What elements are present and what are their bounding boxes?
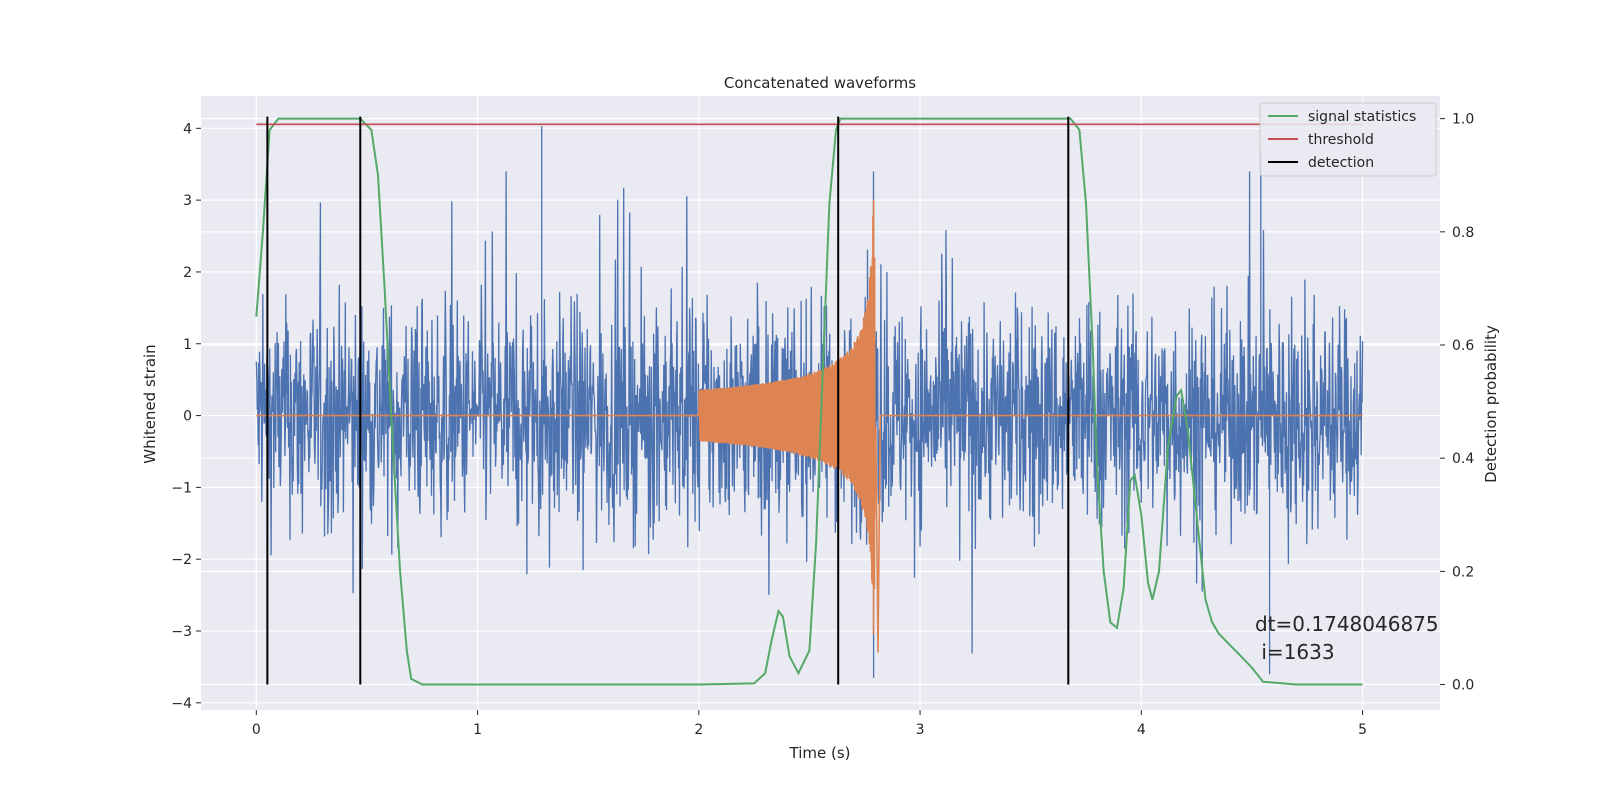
y-tick-label-right: 0.8: [1452, 225, 1474, 241]
signal-statistics-line: [255, 117, 1363, 686]
annotation-line: i=1633: [1255, 640, 1335, 664]
y-tick-label-left: 1: [183, 337, 192, 353]
template-line: [256, 199, 1363, 653]
y-tick-label-left: 4: [183, 121, 192, 137]
y-tick-label-left: 2: [183, 265, 192, 281]
legend-label-signal-statistics: signal statistics: [1308, 109, 1416, 125]
y-tick-label-right: 0.6: [1452, 338, 1474, 354]
y-tick-label-right: 0.2: [1452, 564, 1474, 580]
y-tick-label-right: 0.4: [1452, 451, 1474, 467]
y-tick-label-left: 0: [183, 409, 192, 425]
legend: signal statistics threshold detection: [1259, 102, 1437, 177]
template-series: [256, 199, 1363, 653]
y-axis-label-right: Detection probability: [1482, 325, 1500, 483]
x-tick-label: 0: [252, 722, 261, 738]
y-tick-label-right: 0.0: [1452, 678, 1474, 694]
y-tick-label-left: −1: [171, 480, 192, 496]
signal-statistics-series: [255, 117, 1363, 686]
x-tick-label: 5: [1358, 722, 1367, 738]
legend-label-threshold: threshold: [1308, 132, 1374, 148]
legend-label-detection: detection: [1308, 155, 1374, 171]
y-axis-label-left-text: Whitened strain: [141, 344, 159, 463]
annotation-line: dt=0.1748046875: [1255, 612, 1439, 636]
y-tick-label-left: −3: [171, 624, 192, 640]
legend-frame: [1259, 102, 1437, 177]
x-tick-label: 3: [916, 722, 925, 738]
chart-title: Concatenated waveforms: [724, 74, 916, 92]
ticks: 0 1 2 3 4 5 −4 −3 −2 −1 0 1 2 3 4 0.0 0.2 0.4 0.6 0.8 1.0: [171, 112, 1474, 738]
y-tick-label-left: −4: [171, 696, 192, 712]
x-tick-label: 2: [694, 722, 703, 738]
annotation: dt=0.1748046875 i=1633: [1255, 612, 1439, 664]
y-tick-label-left: −2: [171, 552, 192, 568]
detection-series: [266, 116, 1070, 685]
y-tick-label-left: 3: [183, 193, 192, 209]
x-tick-label: 4: [1137, 722, 1146, 738]
x-axis-label: Time (s): [789, 744, 851, 762]
x-tick-label: 1: [473, 722, 482, 738]
y-tick-label-right: 1.0: [1452, 112, 1474, 128]
